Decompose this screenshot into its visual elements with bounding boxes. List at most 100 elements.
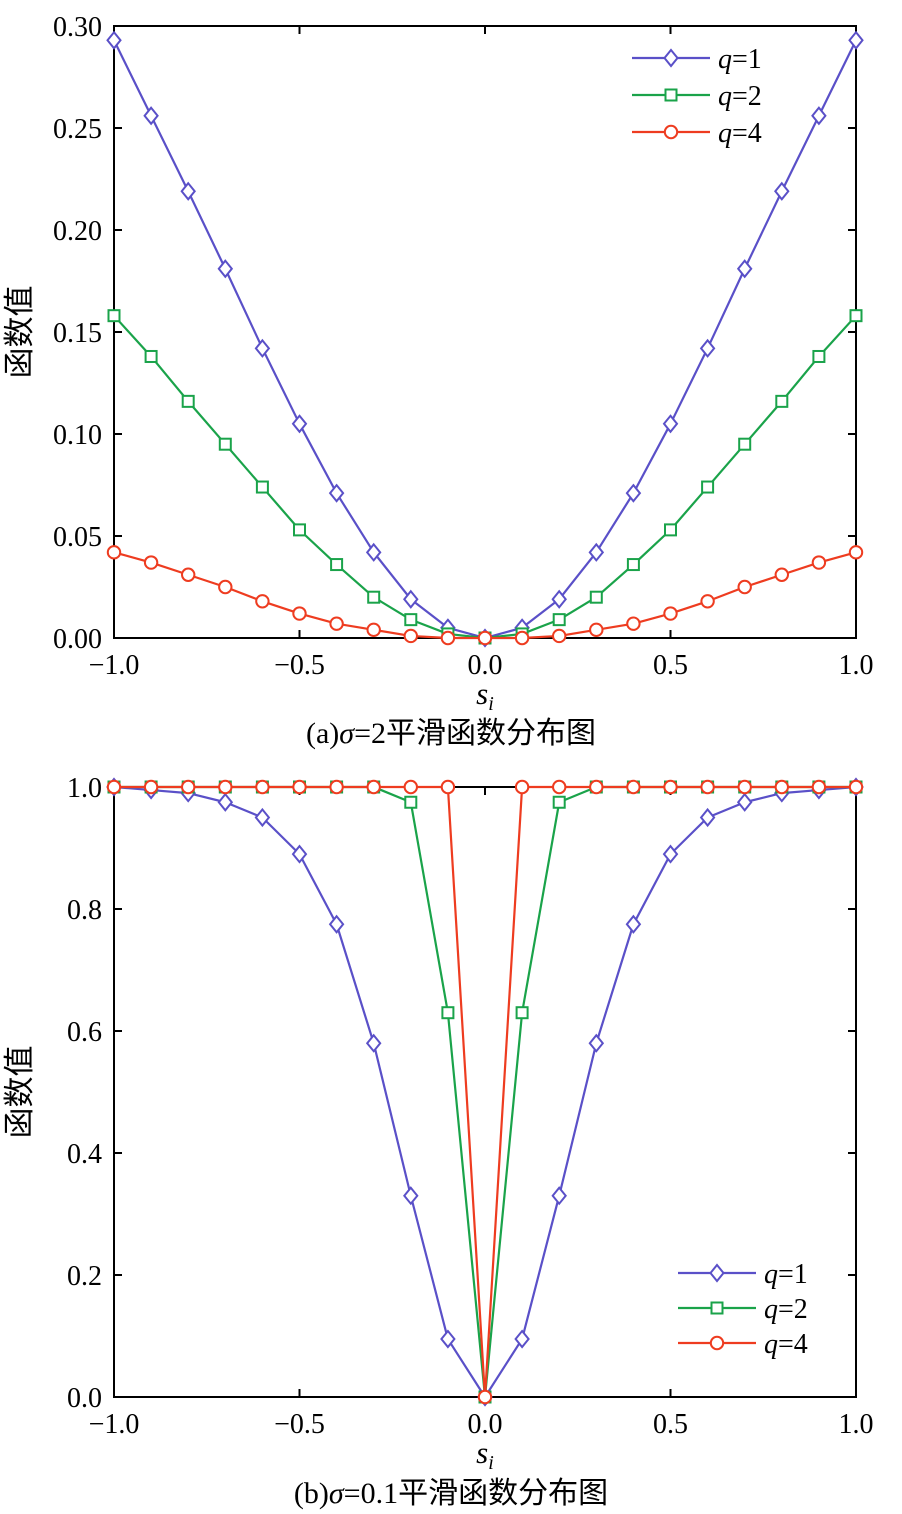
y-tick-label: 0.6	[67, 1017, 102, 1048]
square-marker	[367, 590, 381, 604]
series-q=4	[106, 545, 864, 646]
caption-b-sigma: σ	[328, 1477, 344, 1510]
circle-marker	[477, 630, 493, 646]
diamond-marker	[365, 1033, 382, 1053]
chart-b-caption: (b)σ=0.1平滑函数分布图	[0, 1476, 902, 1512]
y-tick-label: 0.8	[67, 895, 102, 926]
square-marker	[144, 349, 158, 363]
circle-marker	[626, 616, 641, 631]
chart-b: −1.0 −0.5 0.0 0.5 1.0 0.0 0.2 0.4 0.6 0.8 1.0 函数值 si…	[0, 752, 902, 1512]
legend-label: q=4	[764, 1329, 808, 1360]
caption-a-index: (a)	[305, 717, 340, 750]
series-q=2	[107, 780, 863, 1404]
y-tick-label: 0.15	[53, 318, 102, 349]
caption-b-text: =0.1平滑函数分布图	[343, 1477, 609, 1510]
circle-marker	[700, 779, 715, 795]
square-legend-marker	[664, 88, 678, 102]
circle-marker	[848, 545, 864, 560]
diamond-marker	[180, 181, 196, 201]
square-marker	[255, 480, 269, 494]
x-tick-label: 0.0	[468, 1409, 503, 1440]
y-axis-label: 函数值	[2, 1046, 37, 1139]
series-line	[113, 785, 857, 1399]
circle-legend-marker	[663, 124, 679, 140]
x-tick-label: −1.0	[89, 650, 140, 681]
series-q=2	[107, 309, 863, 645]
square-marker	[589, 590, 603, 604]
y-tick-label: 0.05	[53, 522, 102, 553]
square-legend-marker	[710, 1301, 724, 1315]
square-marker	[812, 349, 826, 363]
legend-label: q=1	[764, 1259, 808, 1290]
circle-marker	[811, 555, 827, 570]
circle-marker	[403, 628, 418, 644]
legend: q=1 q=2 q=4	[632, 44, 762, 149]
diamond-marker	[514, 1329, 530, 1349]
diamond-marker	[811, 106, 827, 126]
circle-marker	[292, 606, 307, 621]
circle-marker	[440, 779, 456, 795]
square-marker	[293, 523, 306, 537]
circle-marker	[514, 779, 530, 795]
diamond-legend-marker	[709, 1263, 725, 1283]
legend-label: q=4	[718, 118, 762, 149]
x-tick-label: 0.5	[653, 1409, 688, 1440]
square-marker	[404, 613, 418, 627]
circle-marker	[589, 779, 604, 795]
diamond-marker	[217, 792, 234, 812]
diamond-marker	[588, 1033, 605, 1053]
caption-a-text: =2平滑函数分布图	[354, 717, 596, 750]
y-tick-label: 0.25	[53, 114, 102, 145]
circle-marker	[255, 594, 270, 609]
diamond-marker	[143, 106, 159, 126]
square-marker	[849, 309, 863, 323]
diamond-marker	[551, 589, 567, 609]
series-line	[114, 785, 856, 1399]
legend-label: q=2	[718, 81, 762, 112]
square-marker	[218, 437, 232, 451]
diamond-marker	[403, 1186, 419, 1206]
circle-marker	[143, 555, 159, 570]
circle-marker	[663, 606, 678, 621]
x-tick-label: 1.0	[839, 1409, 874, 1440]
circle-marker	[181, 779, 196, 795]
circle-marker	[552, 779, 567, 795]
legend: q=1 q=2 q=4	[678, 1259, 808, 1360]
diamond-marker	[328, 483, 345, 503]
circle-legend-marker	[709, 1335, 725, 1351]
circle-marker	[255, 779, 270, 795]
caption-b-index: (b)	[293, 1477, 329, 1510]
chart-a-plot: −1.0 −0.5 0.0 0.5 1.0 0.00 0.05 0.10 0.15 0.20 0.2…	[2, 12, 874, 715]
circle-marker	[737, 579, 752, 595]
diamond-marker	[440, 1329, 456, 1349]
y-axis-label: 函数值	[2, 286, 37, 379]
square-marker	[701, 480, 715, 494]
diamond-legend-marker	[663, 48, 679, 68]
square-marker	[404, 795, 418, 809]
circle-marker	[811, 779, 827, 795]
diamond-marker	[774, 181, 790, 201]
x-tick-label: 1.0	[839, 650, 874, 681]
y-tick-label: 0.20	[53, 216, 102, 247]
diamond-marker	[848, 30, 864, 50]
series-q=1	[106, 777, 864, 1407]
diamond-marker	[588, 542, 605, 562]
circle-marker	[292, 779, 307, 795]
diamond-marker	[699, 807, 716, 828]
circle-marker	[218, 579, 233, 595]
circle-marker	[366, 779, 381, 795]
diamond-marker	[625, 483, 642, 503]
square-marker	[515, 1006, 529, 1020]
square-marker	[626, 558, 640, 572]
circle-marker	[403, 779, 418, 795]
x-tick-label: −0.5	[274, 650, 325, 681]
series-line	[114, 785, 856, 1399]
circle-marker	[366, 622, 381, 638]
diamond-marker	[699, 338, 716, 358]
tick-labels: −1.0 −0.5 0.0 0.5 1.0 0.00 0.05 0.10 0.15 0.20 0.2…	[53, 12, 874, 681]
square-marker	[441, 1006, 455, 1020]
square-marker	[552, 795, 566, 809]
circle-marker	[143, 779, 159, 795]
diamond-marker	[736, 259, 753, 279]
x-tick-label: −1.0	[89, 1409, 140, 1440]
